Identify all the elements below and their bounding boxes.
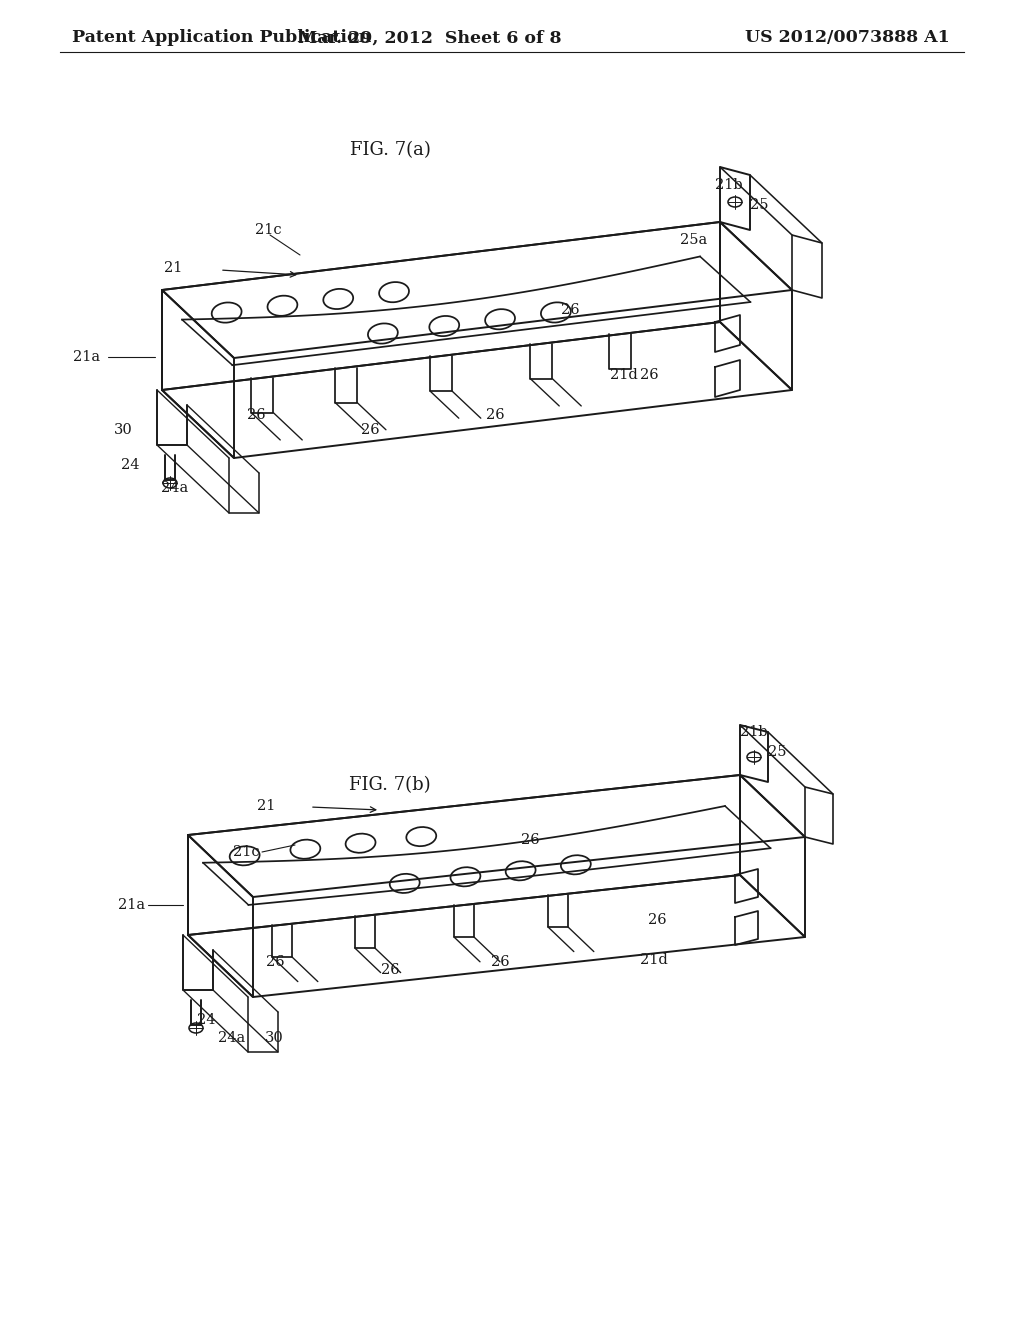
Text: 26: 26 xyxy=(247,408,265,422)
Text: 26: 26 xyxy=(490,954,509,969)
Text: 26: 26 xyxy=(520,833,540,847)
Text: 21c: 21c xyxy=(255,223,282,238)
Text: Patent Application Publication: Patent Application Publication xyxy=(72,29,372,46)
Text: 30: 30 xyxy=(115,422,133,437)
Text: 30: 30 xyxy=(265,1031,284,1045)
Text: 26: 26 xyxy=(648,913,667,927)
Text: 21b: 21b xyxy=(740,725,768,739)
Text: 25a: 25a xyxy=(680,234,708,247)
Text: FIG. 7(a): FIG. 7(a) xyxy=(349,141,430,158)
Text: 21b: 21b xyxy=(715,178,742,191)
Text: 26: 26 xyxy=(381,964,399,977)
Text: 24: 24 xyxy=(197,1012,215,1027)
Text: 21: 21 xyxy=(257,799,275,813)
Text: US 2012/0073888 A1: US 2012/0073888 A1 xyxy=(745,29,950,46)
Text: 21c: 21c xyxy=(233,845,260,859)
Text: FIG. 7(b): FIG. 7(b) xyxy=(349,776,431,795)
Text: 26: 26 xyxy=(640,368,658,381)
Text: 21a: 21a xyxy=(73,350,100,364)
Text: 24a: 24a xyxy=(218,1031,246,1045)
Text: 26: 26 xyxy=(485,408,504,422)
Text: 24: 24 xyxy=(122,458,140,473)
Text: 21a: 21a xyxy=(118,898,145,912)
Text: 25: 25 xyxy=(750,198,768,213)
Text: 26: 26 xyxy=(561,304,580,317)
Text: Mar. 29, 2012  Sheet 6 of 8: Mar. 29, 2012 Sheet 6 of 8 xyxy=(298,29,562,46)
Text: 25: 25 xyxy=(768,744,786,759)
Text: 21d: 21d xyxy=(640,953,668,968)
Text: 26: 26 xyxy=(360,422,379,437)
Text: 26: 26 xyxy=(265,954,285,969)
Text: 21d: 21d xyxy=(610,368,638,381)
Text: 24a: 24a xyxy=(162,480,188,495)
Text: 21: 21 xyxy=(164,261,182,275)
